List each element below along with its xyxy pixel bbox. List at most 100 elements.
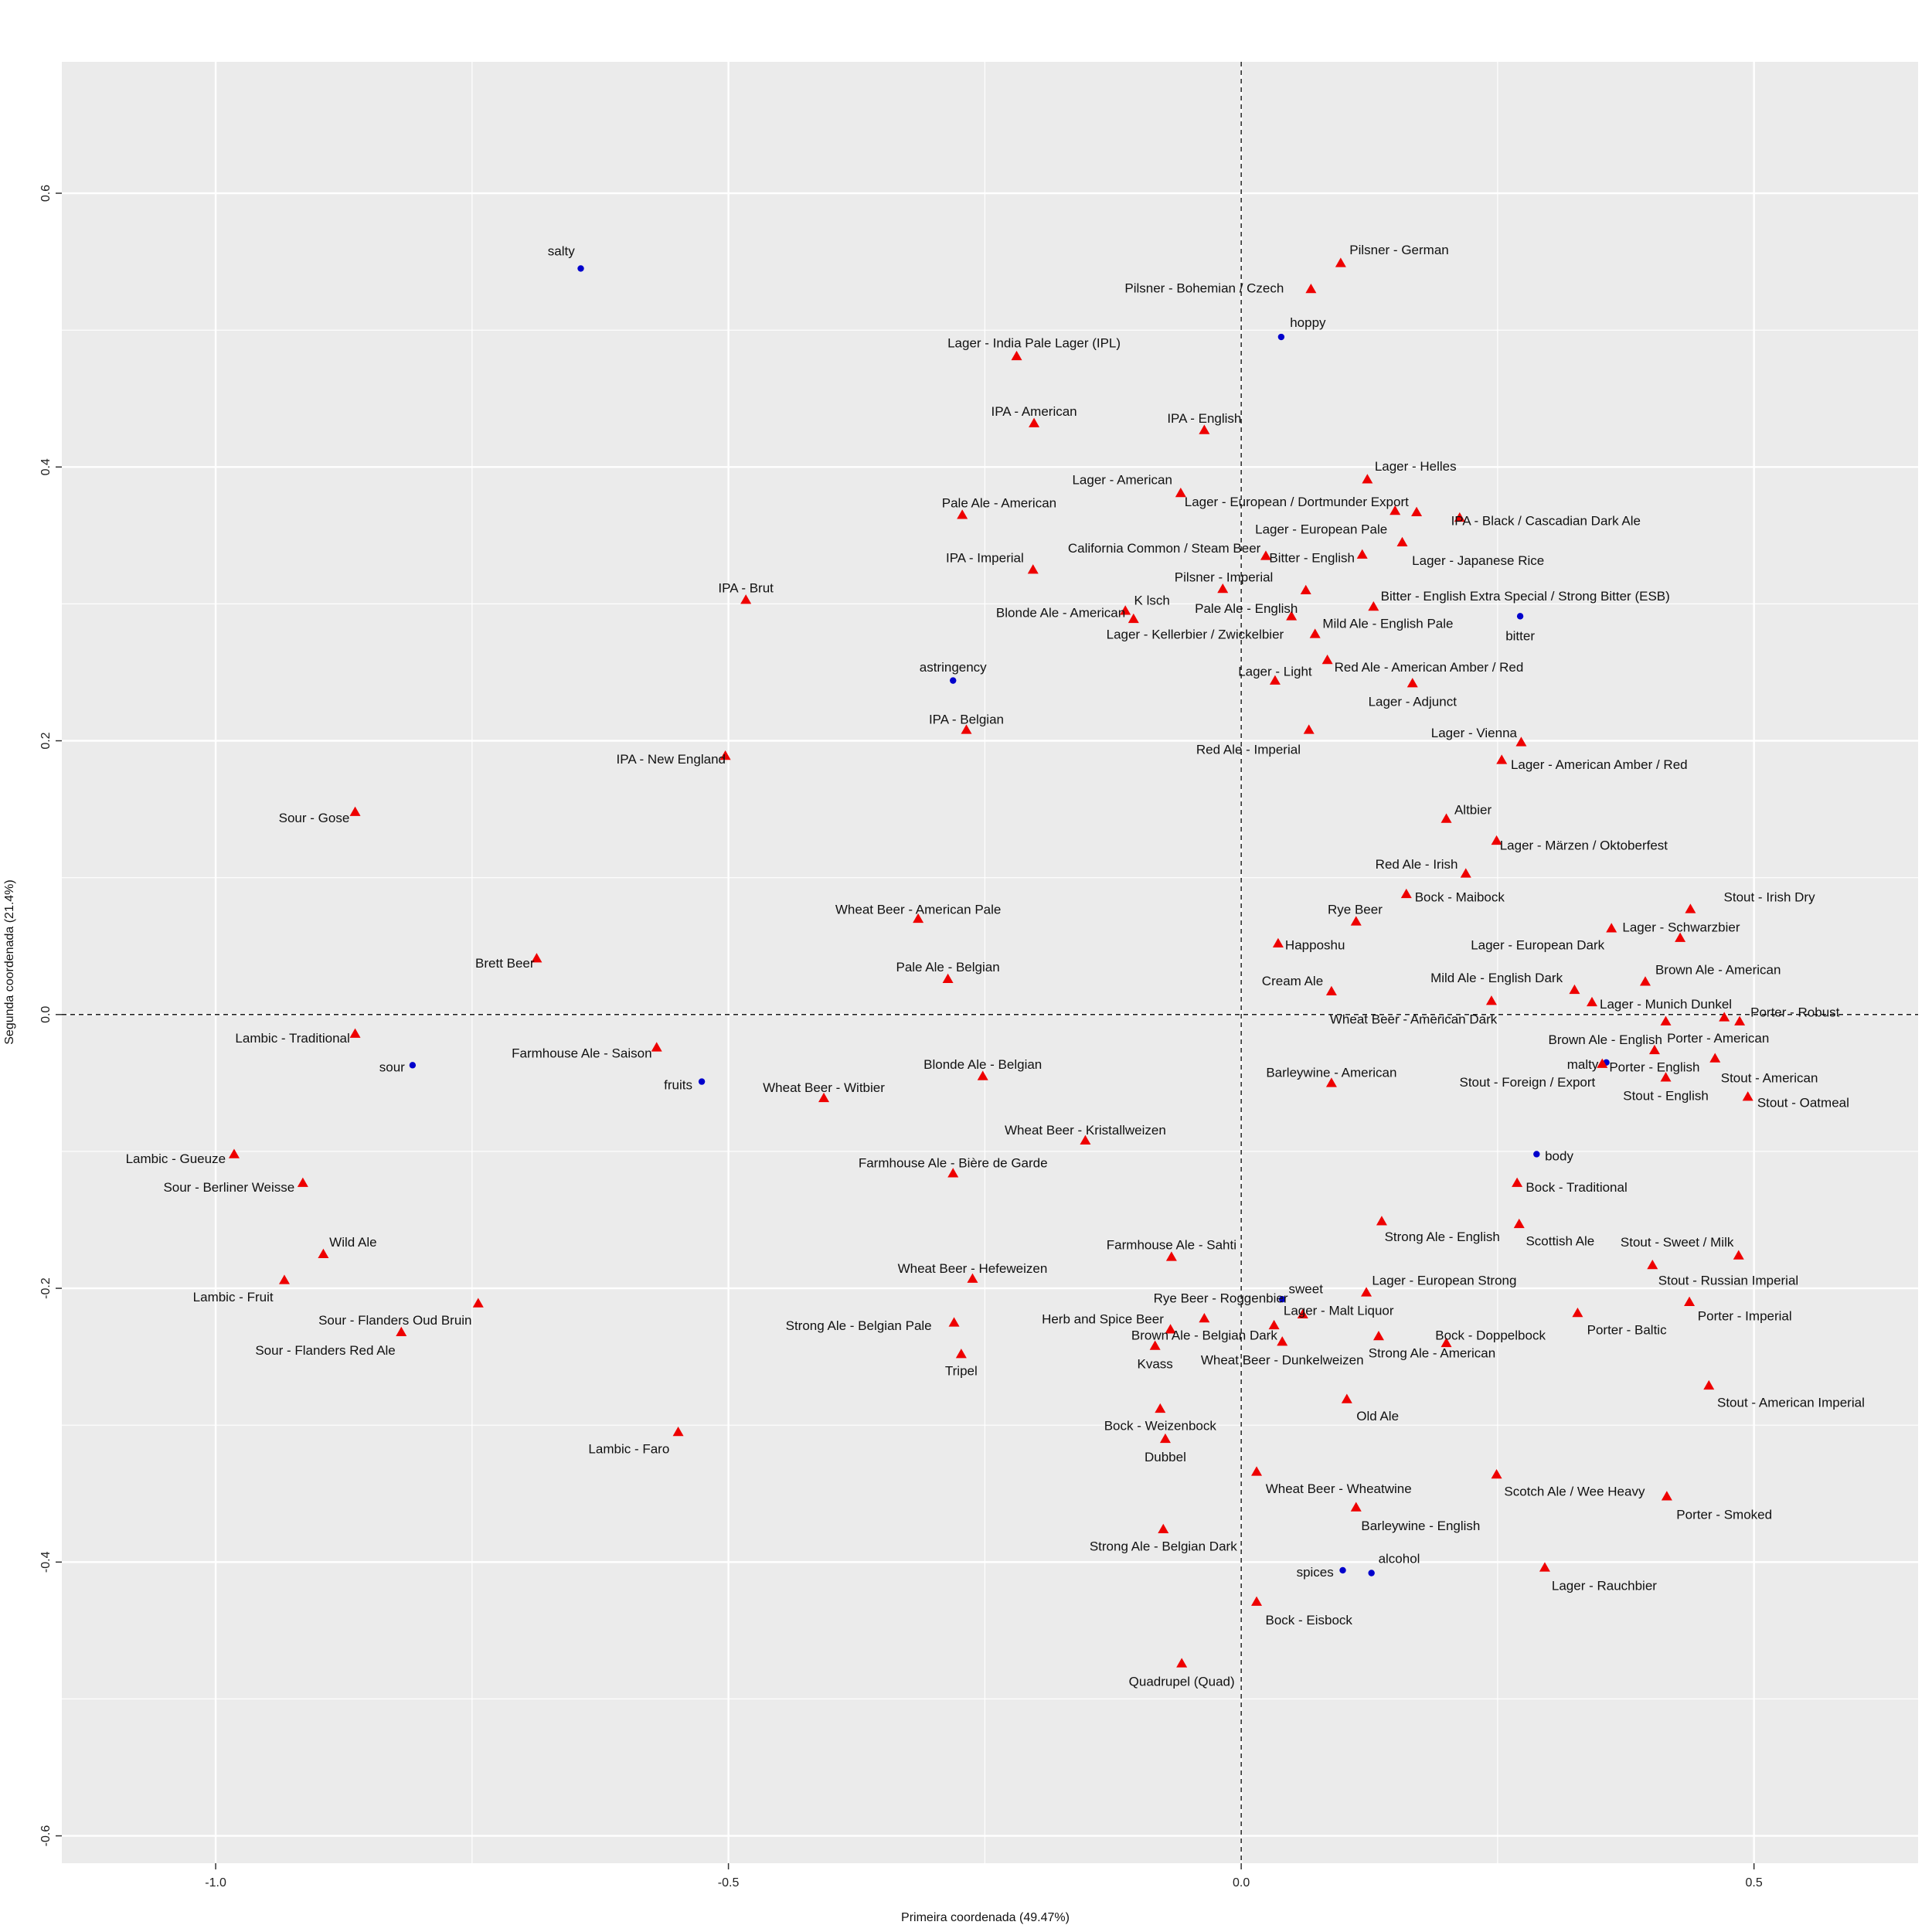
point-label: hoppy (1290, 315, 1326, 330)
point-label: Brett Beer (475, 956, 535, 971)
point-label: Lager - American Amber / Red (1511, 757, 1688, 772)
y-tick-label: -0.2 (39, 1277, 53, 1299)
style-point (1286, 611, 1298, 621)
point-label: fruits (664, 1077, 692, 1092)
style-point (1260, 550, 1271, 560)
style-point (1513, 1218, 1525, 1229)
point-label: IPA - English (1167, 411, 1241, 426)
style-point (961, 724, 972, 734)
point-label: Tripel (945, 1364, 978, 1379)
style-point (1454, 512, 1465, 522)
attribute-point (1277, 333, 1285, 341)
point-label: Strong Ale - American (1369, 1346, 1495, 1361)
style-point (1460, 868, 1471, 878)
point-label: Lager - Light (1238, 664, 1312, 679)
point-label: Sour - Berliner Weisse (163, 1180, 294, 1195)
style-point (1709, 1053, 1721, 1063)
point-label: Bock - Eisbock (1266, 1613, 1353, 1628)
point-label: Porter - Baltic (1587, 1322, 1667, 1337)
point-label: Mild Ale - English Dark (1430, 971, 1563, 985)
point-label: Pilsner - Bohemian / Czech (1124, 281, 1284, 296)
style-point (948, 1317, 960, 1327)
point-label: Pale Ale - American (942, 496, 1056, 511)
point-label: Cream Ale (1262, 974, 1323, 988)
grid-lines (62, 62, 1918, 1863)
point-label: Mild Ale - English Pale (1322, 616, 1453, 631)
point-label: Wheat Beer - Dunkelweizen (1201, 1352, 1364, 1367)
style-point (1389, 505, 1401, 515)
point-label: Farmhouse Ale - Bière de Garde (859, 1155, 1048, 1170)
style-point (1675, 932, 1686, 942)
point-label: body (1545, 1149, 1573, 1164)
style-point (1321, 655, 1333, 665)
point-label: Stout - American (1721, 1071, 1818, 1086)
point-label: Porter - Robust (1750, 1005, 1840, 1020)
style-point (1368, 600, 1379, 611)
point-label: IPA - Imperial (946, 550, 1024, 565)
style-point (1647, 1259, 1658, 1270)
attribute-point (698, 1078, 706, 1085)
style-point (977, 1070, 988, 1080)
style-point (1029, 417, 1040, 427)
style-point (947, 1168, 959, 1178)
x-tick-label: 0.0 (1233, 1876, 1250, 1889)
style-point (1158, 1523, 1169, 1534)
point-label: Farmhouse Ale - Sahti (1107, 1238, 1236, 1253)
style-point (1440, 1337, 1452, 1348)
style-point (957, 509, 968, 519)
point-label: IPA - New England (617, 752, 726, 767)
point-label: Lager - Japanese Rice (1412, 553, 1544, 568)
point-label: Lager - European / Dortmunder Export (1185, 495, 1409, 509)
point-label: Rye Beer (1328, 903, 1383, 917)
style-point (1684, 1296, 1696, 1307)
style-point (1440, 813, 1452, 823)
point-label: Lager - Märzen / Oktoberfest (1500, 838, 1668, 852)
point-label: Bitter - English Extra Special / Strong … (1381, 589, 1670, 604)
style-point (1272, 937, 1284, 947)
point-label: Wheat Beer - Wheatwine (1266, 1481, 1412, 1496)
point-label: Wheat Beer - Hefeweizen (898, 1261, 1048, 1276)
style-point (1128, 613, 1139, 624)
point-label: Stout - Irish Dry (1724, 890, 1816, 905)
style-point (1569, 984, 1580, 995)
style-point (1335, 257, 1346, 267)
point-label: sour (379, 1060, 405, 1074)
point-label: Lambic - Fruit (193, 1290, 274, 1304)
point-label: Lambic - Traditional (235, 1031, 349, 1046)
style-point (1350, 1502, 1362, 1512)
style-point (318, 1248, 329, 1259)
style-point (1309, 628, 1321, 638)
style-point (1661, 1491, 1672, 1501)
style-point (1539, 1562, 1550, 1572)
point-label: Lager - Rauchbier (1552, 1579, 1657, 1594)
point-label: Pilsner - German (1349, 243, 1448, 257)
style-point (1159, 1433, 1171, 1444)
style-point (228, 1148, 240, 1158)
point-label: Lager - European Strong (1372, 1274, 1516, 1288)
style-point (818, 1092, 830, 1103)
point-label: Lager - India Pale Lager (IPL) (947, 335, 1121, 350)
point-label: Wheat Beer - American Dark (1330, 1012, 1498, 1026)
point-label: Lager - European Dark (1471, 938, 1604, 953)
style-point (942, 973, 954, 984)
style-point (1400, 888, 1412, 899)
style-point (1350, 916, 1362, 926)
style-point (349, 1028, 361, 1038)
point-markers (228, 257, 1753, 1668)
point-label: Strong Ale - Belgian Pale (786, 1318, 932, 1333)
point-label: Wheat Beer - American Pale (835, 903, 1001, 917)
attribute-point (577, 265, 584, 272)
point-label: Lager - Kellerbier / Zwickelbier (1107, 628, 1284, 642)
style-point (1376, 1216, 1387, 1226)
point-label: astringency (920, 660, 987, 675)
x-axis-ticks: -1.0 -0.5 0.0 0.5 (205, 1863, 1763, 1889)
point-label: Stout - English (1623, 1089, 1709, 1104)
attribute-point (1368, 1570, 1375, 1577)
point-labels: salty Pilsner - German Pilsner - Bohemian … (126, 243, 1865, 1689)
point-label: Bock - Traditional (1526, 1180, 1627, 1195)
point-label: Quadrupel (Quad) (1129, 1675, 1235, 1689)
style-point (1491, 1468, 1502, 1479)
point-label: Lager - Adjunct (1369, 694, 1458, 709)
point-label: Sour - Flanders Red Ale (255, 1343, 395, 1358)
